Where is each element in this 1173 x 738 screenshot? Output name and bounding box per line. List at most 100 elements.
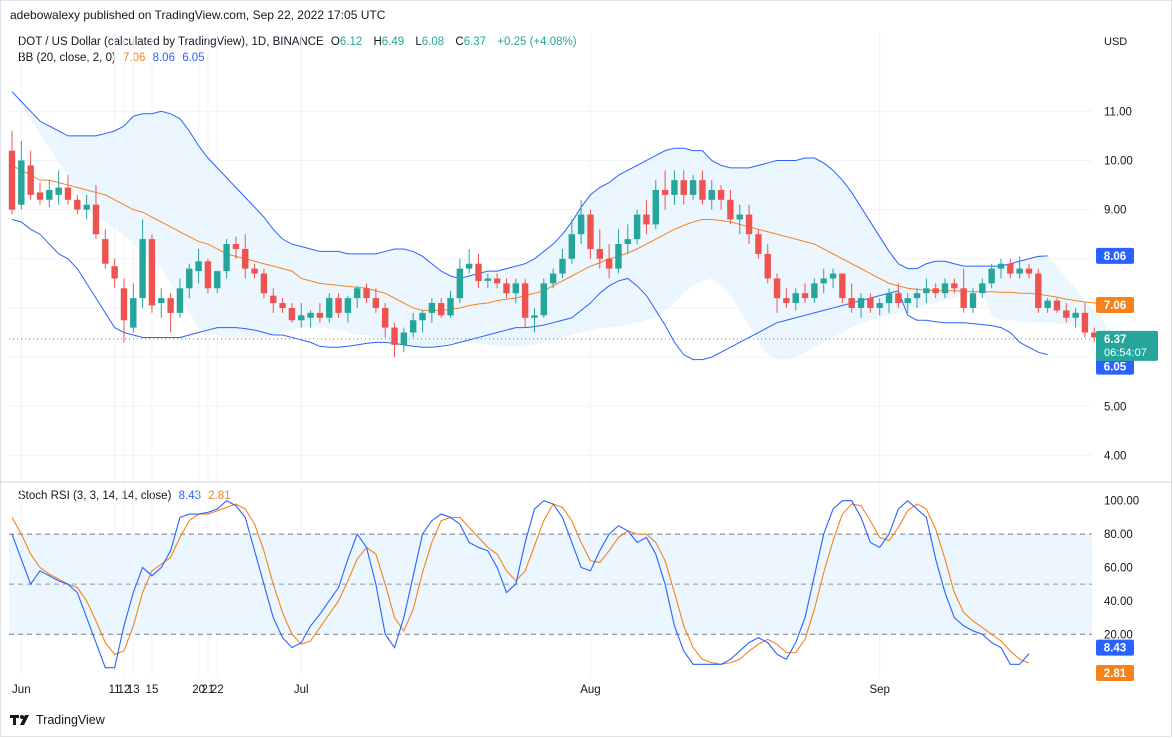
stoch-tick-label: 60.00	[1104, 562, 1133, 574]
candle-body	[8, 150, 16, 210]
candles	[8, 130, 1135, 358]
basis-tag: 7.06	[1104, 300, 1126, 312]
candle-body	[456, 268, 464, 299]
open-label: O	[330, 36, 340, 48]
candle-body	[1016, 268, 1023, 274]
candle-body	[736, 214, 743, 220]
candle-body	[811, 283, 818, 299]
price-tag-value: 6.37	[1104, 334, 1126, 346]
time-tick-label: 11	[109, 684, 121, 696]
lower-tag-bg	[1096, 358, 1134, 375]
symbol-legend: DOT / US Dollar (calculated by TradingVi…	[18, 36, 581, 48]
stoch-d-value: 2.81	[208, 490, 231, 502]
time-tick-label: 22	[211, 684, 224, 696]
stoch-tick-label: 100.00	[1104, 496, 1139, 508]
candle-body	[372, 298, 380, 308]
candle-body	[857, 298, 865, 308]
candle-body	[55, 187, 62, 195]
time-tick-label: 15	[146, 684, 159, 696]
candle-body	[148, 239, 156, 306]
time-tick-label: Sep	[869, 684, 889, 696]
candle-body	[223, 244, 230, 272]
candle-body	[848, 298, 855, 308]
candle-body	[400, 332, 408, 345]
publisher-line: adebowalexy published on TradingView.com…	[10, 8, 386, 22]
time-tick-label: 21	[202, 684, 215, 696]
candle-body	[745, 214, 753, 235]
symbol-name[interactable]: DOT / US Dollar (calculated by TradingVi…	[18, 36, 324, 48]
candle-body	[885, 293, 893, 304]
candle-body	[298, 315, 305, 321]
candle-body	[829, 273, 837, 279]
candle-body	[988, 268, 995, 284]
candle-body	[493, 278, 501, 284]
candle-body	[727, 199, 734, 220]
candle-body	[923, 288, 930, 294]
candle-body	[120, 288, 128, 321]
stoch-k-tag: 8.43	[1104, 643, 1126, 655]
candle-body	[158, 298, 165, 304]
candle-body	[316, 312, 324, 318]
stoch-d-tag-bg	[1096, 664, 1134, 681]
bb-label[interactable]: BB (20, close, 2, 0)	[18, 52, 116, 64]
time-tick-label: Jun	[12, 684, 31, 696]
candle-body	[447, 298, 454, 316]
candle-body	[1091, 332, 1098, 338]
low-value: 6.08	[421, 36, 445, 48]
candle-body	[549, 273, 557, 284]
candle-body	[27, 165, 34, 195]
candle-body	[960, 288, 967, 308]
candle-body	[1053, 300, 1061, 311]
candle-body	[540, 283, 548, 316]
candle-body	[409, 320, 417, 333]
candle-body	[708, 189, 715, 200]
stoch-tick-label: 40.00	[1104, 596, 1133, 608]
currency-label: USD	[1104, 36, 1127, 48]
candle-body	[354, 288, 361, 299]
candle-body	[867, 298, 874, 308]
basis-tag-bg	[1096, 297, 1134, 314]
candle-body	[932, 288, 939, 294]
upper-tag: 8.06	[1104, 251, 1126, 263]
candle-body	[391, 327, 398, 345]
candle-body	[195, 261, 202, 272]
candle-body	[344, 298, 352, 313]
candle-body	[1025, 268, 1033, 274]
footer-brand[interactable]: TradingView	[36, 713, 105, 727]
candle-body	[363, 288, 370, 299]
candle-body	[102, 239, 109, 264]
candle-body	[605, 258, 613, 269]
stoch-rsi-pane	[9, 499, 1092, 669]
candle-body	[260, 273, 268, 294]
candle-body	[615, 244, 622, 269]
time-tick-label: 13	[127, 684, 140, 696]
candle-body	[568, 234, 575, 259]
candle-body	[596, 248, 603, 259]
candle-body	[232, 244, 240, 249]
time-tick-label: 20	[192, 684, 205, 696]
candle-body	[18, 160, 25, 205]
candle-body	[559, 258, 566, 274]
candle-body	[167, 298, 174, 313]
candle-body	[186, 268, 193, 289]
candle-body	[1081, 312, 1089, 333]
candle-body	[214, 271, 221, 289]
candle-body	[876, 303, 883, 308]
stoch-k-tag-bg	[1096, 639, 1134, 656]
candle-body	[801, 293, 809, 299]
low-label: L	[415, 36, 422, 48]
candle-body	[521, 283, 529, 318]
candle-body	[242, 248, 249, 269]
candle-body	[74, 199, 81, 210]
candle-body	[671, 180, 678, 195]
bb-upper-line	[11, 91, 1048, 279]
candle-body	[428, 303, 436, 313]
candle-body	[437, 303, 445, 316]
candle-body	[83, 204, 90, 210]
candle-body	[699, 180, 706, 200]
candle-body	[764, 253, 771, 279]
candle-body	[512, 283, 520, 294]
candle-body	[382, 307, 389, 328]
